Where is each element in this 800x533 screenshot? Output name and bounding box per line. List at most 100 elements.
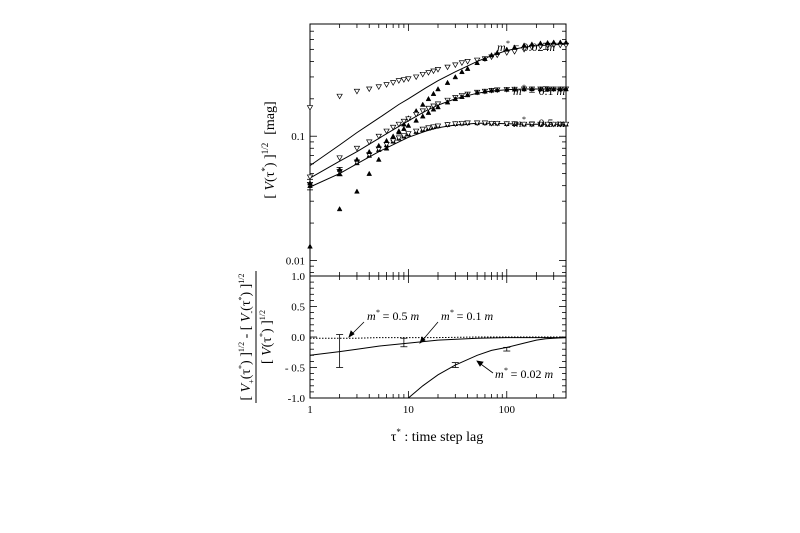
data-point-open-triangle	[306, 174, 314, 181]
data-point-filled-triangle	[425, 109, 432, 115]
data-point-filled-triangle	[482, 88, 488, 94]
data-point-filled-triangle	[511, 86, 518, 92]
data-point-open-triangle	[511, 121, 518, 127]
data-point-filled-triangle	[336, 205, 343, 212]
data-point-open-triangle	[383, 128, 390, 135]
data-point-open-triangle	[444, 122, 451, 128]
data-point-open-triangle	[528, 121, 536, 128]
data-point-open-triangle	[336, 93, 343, 100]
data-point-open-triangle	[412, 111, 420, 118]
data-point-filled-triangle	[375, 142, 382, 148]
data-point-open-triangle	[389, 80, 397, 86]
data-point-filled-triangle	[464, 65, 471, 71]
data-point-filled-triangle	[474, 89, 480, 95]
data-point-open-triangle	[383, 82, 390, 88]
top-error-bars	[307, 42, 549, 191]
data-point-open-triangle	[503, 121, 510, 127]
data-point-filled-triangle	[396, 129, 402, 135]
data-point-filled-triangle	[482, 55, 488, 62]
data-point-filled-triangle	[537, 40, 544, 46]
data-point-open-triangle	[405, 116, 412, 123]
data-point-open-triangle	[400, 133, 408, 139]
data-point-open-triangle	[425, 105, 432, 112]
data-point-filled-triangle	[521, 42, 527, 48]
data-point-filled-triangle	[390, 133, 396, 139]
data-point-filled-triangle	[550, 86, 557, 92]
data-point-filled-triangle	[419, 101, 426, 107]
data-point-open-triangle	[395, 121, 403, 128]
data-point-open-triangle	[425, 125, 432, 131]
data-point-filled-triangle	[488, 87, 495, 93]
top-annotation-m002: m* = 0.02 m	[497, 39, 555, 54]
data-point-open-triangle	[458, 60, 466, 66]
bottom-x-tick-label: 100	[499, 404, 516, 416]
data-point-open-triangle	[452, 121, 459, 127]
data-point-filled-triangle	[383, 137, 390, 143]
data-point-filled-triangle	[537, 86, 544, 92]
annotation-arrows	[348, 321, 494, 374]
data-point-filled-triangle	[401, 125, 407, 131]
data-point-open-triangle	[464, 59, 471, 65]
data-point-filled-triangle	[563, 39, 569, 45]
data-point-open-triangle	[434, 123, 442, 130]
data-point-open-triangle	[366, 86, 373, 93]
data-point-open-triangle	[412, 128, 420, 135]
data-point-open-triangle	[389, 138, 397, 144]
bottom-y-label-numerator: [ V+(τ*) ]1/2 - [ V-(τ*) ]1/2	[237, 273, 256, 400]
bottom-error-bars	[336, 334, 511, 368]
data-point-filled-triangle	[494, 49, 501, 55]
data-point-open-triangle	[395, 135, 403, 142]
data-point-filled-triangle	[435, 104, 441, 110]
data-point-filled-triangle	[503, 46, 510, 52]
data-point-filled-triangle	[511, 44, 518, 50]
data-point-filled-triangle	[459, 68, 465, 75]
bottom-y-tick-label: 0.0	[291, 332, 305, 344]
top-y-ticks: 0.01 0.1	[286, 23, 567, 276]
data-point-open-triangle	[430, 124, 437, 131]
bottom-y-tick-label: 1.0	[291, 271, 305, 283]
data-point-filled-triangle	[452, 95, 459, 102]
top-panel-frame	[309, 23, 567, 277]
data-point-open-triangle	[481, 120, 489, 127]
data-point-open-triangle	[419, 108, 426, 115]
data-point-filled-triangle	[529, 41, 535, 47]
bottom-residual-lines	[309, 336, 567, 399]
data-point-open-triangle	[562, 121, 570, 128]
data-point-open-triangle	[511, 49, 518, 55]
top-data-points	[306, 39, 570, 249]
bottom-x-tick-label: 1	[307, 404, 313, 416]
data-point-filled-triangle	[419, 113, 426, 119]
data-point-open-triangle	[537, 121, 544, 128]
top-annotation-m01: m* = 0.1 m	[513, 83, 565, 98]
data-point-open-triangle	[434, 67, 442, 73]
data-point-open-triangle	[375, 84, 382, 90]
data-point-filled-triangle	[354, 188, 360, 194]
data-point-open-triangle	[336, 155, 343, 162]
data-point-filled-triangle	[557, 86, 564, 92]
data-point-open-triangle	[458, 120, 466, 127]
data-point-open-triangle	[430, 103, 437, 110]
data-point-open-triangle	[405, 131, 412, 137]
data-point-filled-triangle	[354, 156, 360, 162]
data-point-open-triangle	[544, 121, 551, 128]
bottom-y-tick-label: -1.0	[288, 393, 306, 405]
data-point-open-triangle	[494, 120, 501, 127]
data-point-filled-triangle	[366, 148, 373, 154]
data-point-open-triangle	[452, 62, 459, 69]
data-point-filled-triangle	[563, 86, 569, 92]
data-point-filled-triangle	[444, 79, 451, 85]
bottom-annotation-m01: m* = 0.1 m	[441, 308, 493, 323]
top-annotation-m05: m* = 0.5 m	[513, 115, 565, 130]
data-point-open-triangle	[353, 88, 361, 95]
arrow-m01-head	[419, 336, 426, 344]
data-point-open-triangle	[353, 145, 361, 152]
data-point-filled-triangle	[544, 39, 551, 46]
bottom-axis-ticks: 1 10 100 1.0 0.5 0.0 - 0.5 -1.0	[285, 271, 567, 416]
bottom-y-tick-label: - 0.5	[285, 363, 306, 375]
bottom-annotation-m05: m* = 0.5 m	[367, 308, 419, 323]
bottom-annotation-m002: m* = 0.02 m	[495, 366, 553, 381]
data-point-filled-triangle	[503, 86, 510, 92]
x-axis-label: τ* : time step lag	[391, 427, 484, 445]
residual-line	[408, 337, 567, 399]
